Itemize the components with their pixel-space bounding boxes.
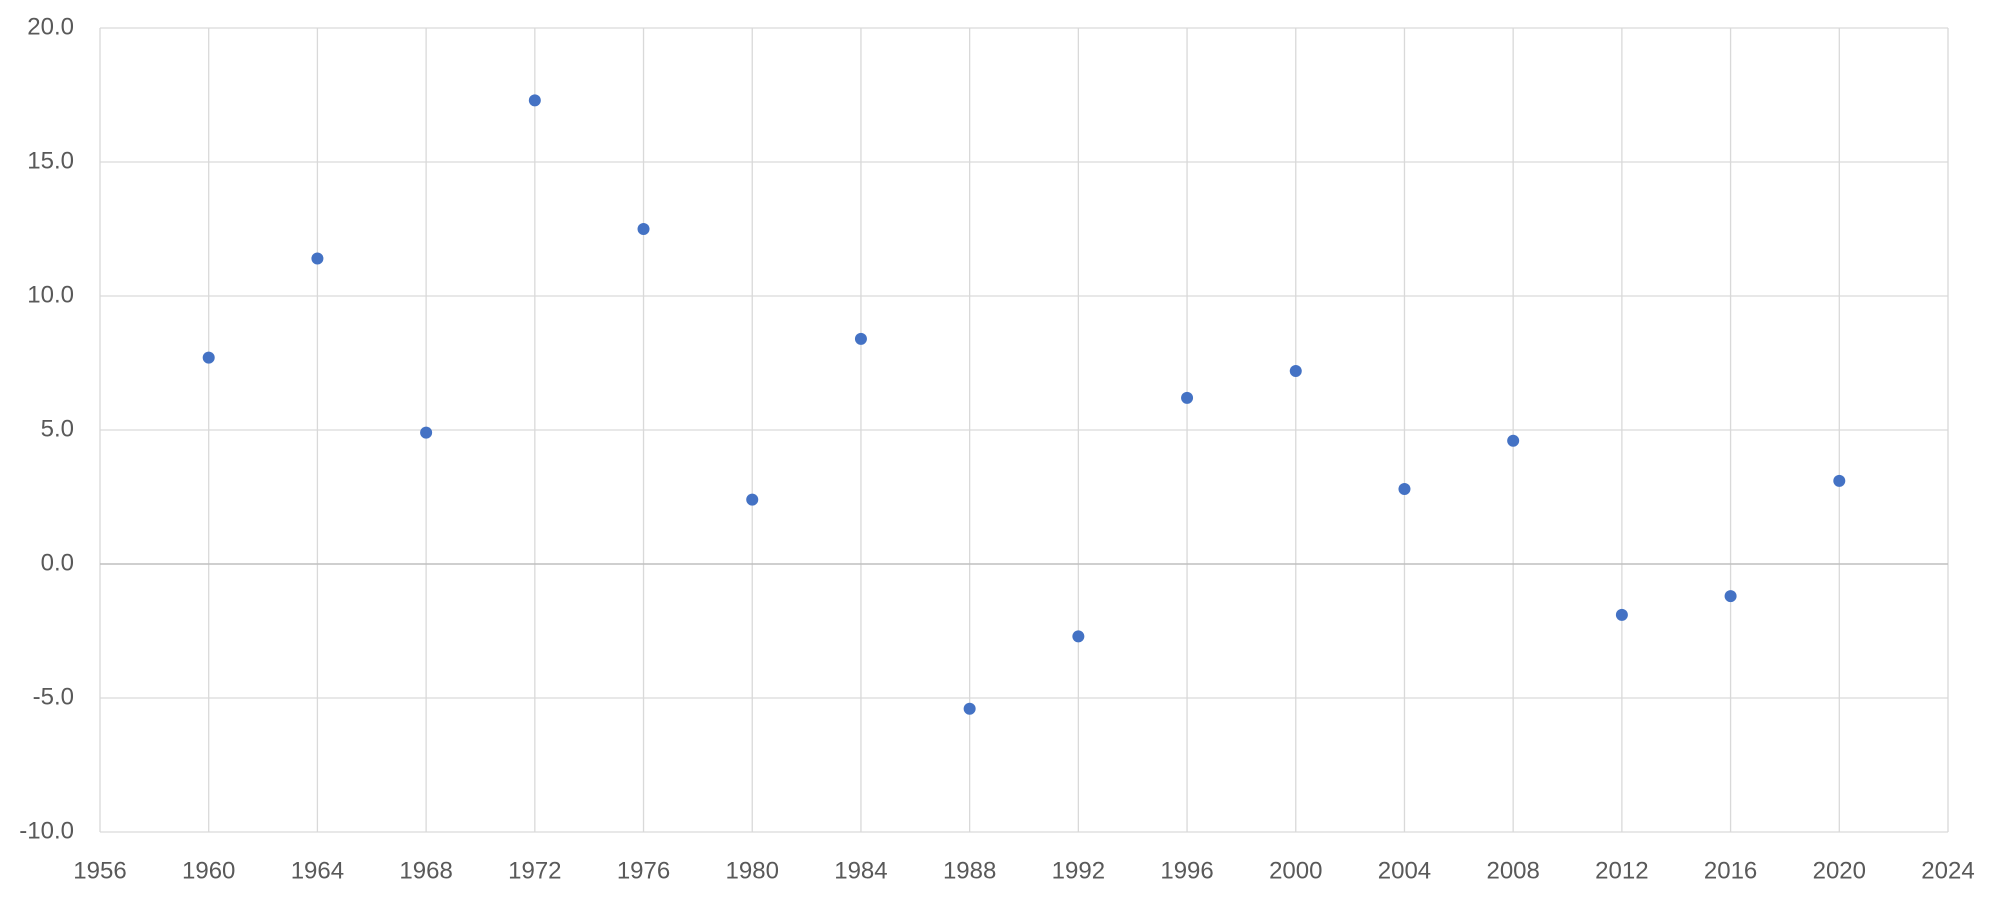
x-tick-label: 1976: [617, 857, 670, 884]
point: [1289, 365, 1302, 378]
point: [1507, 434, 1520, 447]
x-tick-label: 1956: [73, 857, 126, 884]
y-tick-label: 20.0: [27, 13, 74, 40]
point: [202, 351, 215, 364]
point: [854, 332, 867, 345]
point: [963, 702, 976, 715]
point: [637, 223, 650, 235]
point: [1833, 474, 1846, 487]
point: [746, 493, 759, 506]
y-tick-label: 5.0: [41, 415, 74, 442]
x-tick-label: 1988: [943, 857, 996, 884]
y-tick-label: -5.0: [33, 683, 74, 710]
x-tick-label: 2016: [1704, 857, 1757, 884]
point: [420, 426, 433, 439]
point: [1398, 482, 1411, 495]
y-tick-label: 0.0: [41, 549, 74, 576]
x-tick-label: 1996: [1160, 857, 1213, 884]
point: [311, 252, 324, 265]
y-tick-label: -10.0: [19, 817, 74, 844]
point: [1072, 630, 1085, 643]
x-tick-label: 1980: [726, 857, 779, 884]
x-tick-label: 1968: [399, 857, 452, 884]
point: [1615, 608, 1628, 621]
x-tick-label: 2024: [1921, 857, 1974, 884]
x-tick-label: 1964: [291, 857, 344, 884]
x-tick-label: 1960: [182, 857, 235, 884]
x-tick-label: 1992: [1052, 857, 1105, 884]
x-tick-label: 2012: [1595, 857, 1648, 884]
x-tick-label: 1984: [834, 857, 887, 884]
point: [528, 94, 541, 107]
point: [1181, 391, 1194, 404]
y-tick-label: 15.0: [27, 147, 74, 174]
point: [1724, 590, 1737, 603]
x-tick-label: 1972: [508, 857, 561, 884]
y-tick-label: 10.0: [27, 281, 74, 308]
x-tick-label: 2000: [1269, 857, 1322, 884]
x-tick-label: 2004: [1378, 857, 1431, 884]
x-tick-label: 2008: [1486, 857, 1539, 884]
x-tick-label: 2020: [1813, 857, 1866, 884]
